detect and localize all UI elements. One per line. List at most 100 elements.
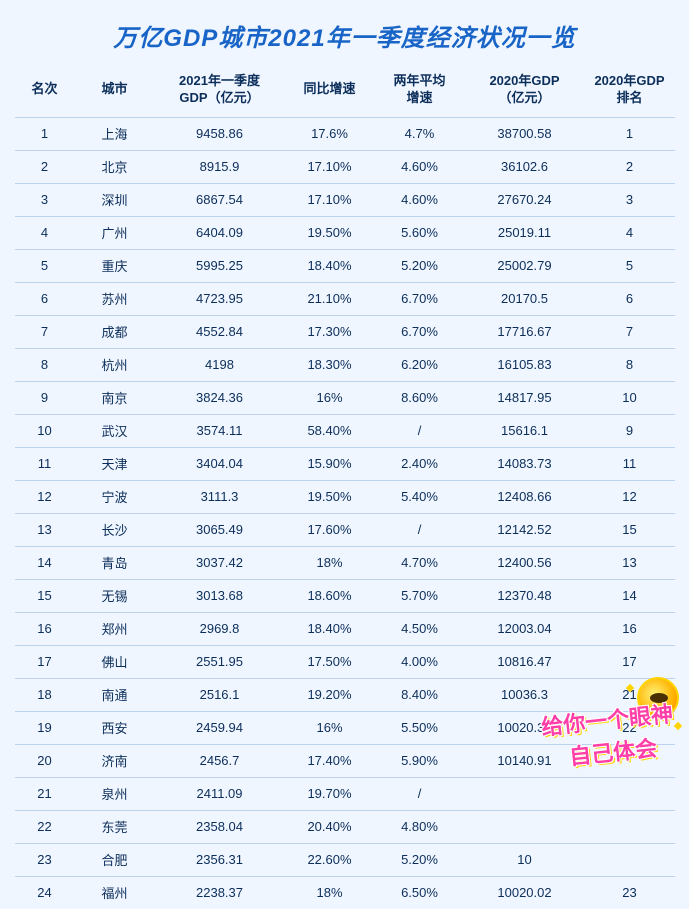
table-row: 12宁波3111.319.50%5.40%12408.6612 — [15, 480, 675, 513]
table-cell: 武汉 — [75, 414, 155, 447]
table-cell: 4.7% — [375, 117, 465, 150]
table-cell: 15.90% — [285, 447, 375, 480]
table-row: 7成都4552.8417.30%6.70%17716.677 — [15, 315, 675, 348]
table-row: 1上海9458.8617.6%4.7%38700.581 — [15, 117, 675, 150]
table-cell: 10020.39 — [465, 711, 585, 744]
table-row: 24福州2238.3718%6.50%10020.0223 — [15, 876, 675, 909]
table-cell: 杭州 — [75, 348, 155, 381]
table-cell: 东莞 — [75, 810, 155, 843]
table-cell: 南通 — [75, 678, 155, 711]
table-cell: 10 — [465, 843, 585, 876]
table-cell: 2.40% — [375, 447, 465, 480]
table-cell: 58.40% — [285, 414, 375, 447]
table-cell: 5.60% — [375, 216, 465, 249]
table-cell: 5.40% — [375, 480, 465, 513]
table-cell: 2459.94 — [155, 711, 285, 744]
table-cell: 17 — [15, 645, 75, 678]
table-cell: 3824.36 — [155, 381, 285, 414]
table-cell: 20170.5 — [465, 282, 585, 315]
table-cell: 3 — [15, 183, 75, 216]
table-cell: 16% — [285, 711, 375, 744]
table-cell: 5995.25 — [155, 249, 285, 282]
table-cell: 泉州 — [75, 777, 155, 810]
table-cell: 24 — [15, 876, 75, 909]
table-cell: 17.40% — [285, 744, 375, 777]
table-cell: 19.50% — [285, 480, 375, 513]
table-row: 8杭州419818.30%6.20%16105.838 — [15, 348, 675, 381]
table-cell: 2358.04 — [155, 810, 285, 843]
table-row: 14青岛3037.4218%4.70%12400.5613 — [15, 546, 675, 579]
table-cell: 10140.91 — [465, 744, 585, 777]
table-cell: 13 — [585, 546, 675, 579]
table-cell: 天津 — [75, 447, 155, 480]
table-cell: 苏州 — [75, 282, 155, 315]
table-cell: 福州 — [75, 876, 155, 909]
table-cell: 3 — [585, 183, 675, 216]
table-cell: 20 — [15, 744, 75, 777]
table-cell: 10020.02 — [465, 876, 585, 909]
table-cell: 5.20% — [375, 843, 465, 876]
table-cell: 22.60% — [285, 843, 375, 876]
table-row: 6苏州4723.9521.10%6.70%20170.56 — [15, 282, 675, 315]
table-row: 4广州6404.0919.50%5.60%25019.114 — [15, 216, 675, 249]
table-cell: 3013.68 — [155, 579, 285, 612]
table-row: 18南通2516.119.20%8.40%10036.321 — [15, 678, 675, 711]
table-cell: 10816.47 — [465, 645, 585, 678]
table-cell: 7 — [15, 315, 75, 348]
table-cell — [465, 777, 585, 810]
table-cell: 14083.73 — [465, 447, 585, 480]
table-cell: 5 — [15, 249, 75, 282]
table-cell: 1 — [15, 117, 75, 150]
table-cell — [585, 843, 675, 876]
table-cell: / — [375, 513, 465, 546]
table-cell: 9 — [585, 414, 675, 447]
table-row: 3深圳6867.5417.10%4.60%27670.243 — [15, 183, 675, 216]
table-cell: 18 — [15, 678, 75, 711]
table-cell: 19 — [15, 711, 75, 744]
col-header: 同比增速 — [285, 67, 375, 117]
table-cell: 南京 — [75, 381, 155, 414]
table-cell: 16 — [585, 612, 675, 645]
table-cell: 9458.86 — [155, 117, 285, 150]
table-cell: 16% — [285, 381, 375, 414]
table-cell: 5.20% — [375, 249, 465, 282]
table-cell: 3574.11 — [155, 414, 285, 447]
table-cell: 4.70% — [375, 546, 465, 579]
table-cell: 4552.84 — [155, 315, 285, 348]
table-cell: 18.30% — [285, 348, 375, 381]
table-cell: 2551.95 — [155, 645, 285, 678]
table-cell: 1 — [585, 117, 675, 150]
table-cell: 长沙 — [75, 513, 155, 546]
table-cell: 合肥 — [75, 843, 155, 876]
table-cell: 18% — [285, 876, 375, 909]
table-cell: 4723.95 — [155, 282, 285, 315]
spark-icon — [674, 722, 682, 730]
table-cell: 27670.24 — [465, 183, 585, 216]
table-cell: 12408.66 — [465, 480, 585, 513]
table-cell: 36102.6 — [465, 150, 585, 183]
table-row: 23合肥2356.3122.60%5.20%10 — [15, 843, 675, 876]
table-cell: 10036.3 — [465, 678, 585, 711]
table-cell: 18.40% — [285, 249, 375, 282]
table-cell: 10 — [15, 414, 75, 447]
table-cell: 4.60% — [375, 150, 465, 183]
table-cell: 2969.8 — [155, 612, 285, 645]
table-cell: 17716.67 — [465, 315, 585, 348]
table-cell: 4 — [15, 216, 75, 249]
table-cell: 6.70% — [375, 315, 465, 348]
table-cell: 宁波 — [75, 480, 155, 513]
col-header: 2020年GDP（亿元） — [465, 67, 585, 117]
table-cell: 上海 — [75, 117, 155, 150]
table-cell: 2238.37 — [155, 876, 285, 909]
table-cell: 4198 — [155, 348, 285, 381]
table-cell: 19.20% — [285, 678, 375, 711]
table-cell: 23 — [15, 843, 75, 876]
table-row: 17佛山2551.9517.50%4.00%10816.4717 — [15, 645, 675, 678]
table-cell: 15 — [585, 513, 675, 546]
table-cell: 郑州 — [75, 612, 155, 645]
table-row: 13长沙3065.4917.60%/12142.5215 — [15, 513, 675, 546]
table-cell: 3065.49 — [155, 513, 285, 546]
table-cell: 12 — [15, 480, 75, 513]
table-cell: 17.60% — [285, 513, 375, 546]
table-cell: 2411.09 — [155, 777, 285, 810]
